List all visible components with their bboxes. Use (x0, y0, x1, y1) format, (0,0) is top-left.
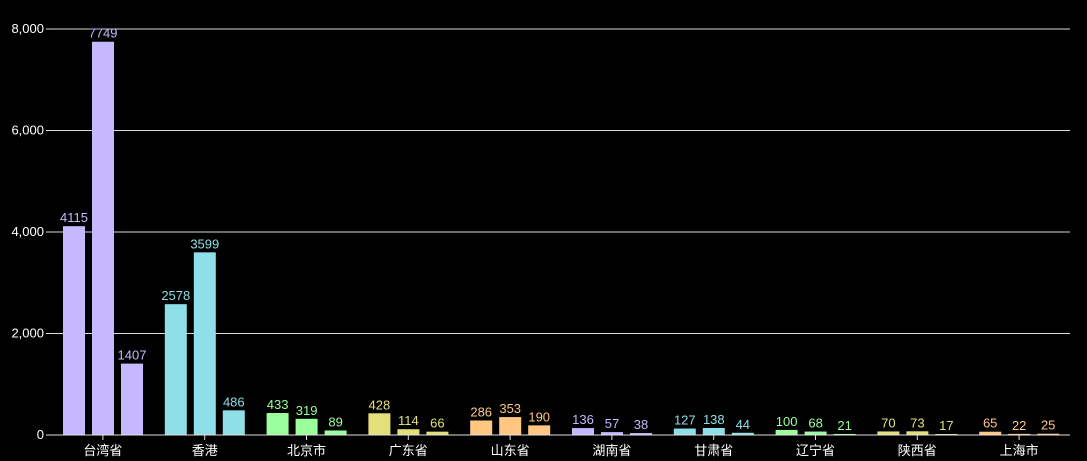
data-label: 7749 (89, 26, 118, 41)
y-tick-label: 8,000 (11, 21, 44, 36)
bar (324, 430, 347, 435)
y-axis: 0 2,000 4,000 6,000 8,000 (11, 21, 52, 442)
x-tick-label: 台湾省 (83, 443, 122, 459)
bar (775, 429, 798, 435)
bar (193, 252, 216, 435)
bar (397, 429, 420, 435)
data-label: 2578 (161, 288, 190, 303)
data-label: 38 (634, 417, 648, 432)
data-label: 89 (328, 414, 342, 429)
data-label: 17 (939, 418, 953, 433)
y-tick-label: 2,000 (11, 326, 44, 341)
bar (63, 226, 85, 435)
data-labels: 4115 7749 1407 2578 3599 486 433 319 89 428 114 66 2… (60, 26, 1055, 433)
bar (673, 428, 696, 435)
data-label: 3599 (190, 236, 219, 251)
data-label: 114 (398, 413, 419, 428)
bar (470, 420, 493, 435)
x-tick-label: 湖南省 (592, 443, 631, 459)
bar (266, 413, 289, 435)
bar (804, 431, 827, 435)
x-tick-label: 广东省 (389, 444, 428, 459)
bar (731, 432, 754, 435)
data-label: 428 (369, 397, 391, 412)
bar (121, 363, 143, 435)
bar (222, 410, 245, 435)
x-tick-label: 香港 (192, 444, 218, 459)
bar (877, 431, 900, 435)
x-tick-label: 辽宁省 (796, 443, 835, 459)
bar (601, 432, 623, 435)
bar (906, 431, 929, 435)
data-label: 136 (572, 412, 594, 427)
bar (572, 428, 594, 435)
bar (499, 417, 522, 435)
bar (528, 425, 551, 435)
data-label: 66 (430, 416, 444, 431)
data-label: 486 (223, 394, 245, 409)
data-label: 22 (1012, 418, 1026, 433)
bar (1037, 433, 1060, 435)
data-label: 127 (674, 413, 696, 428)
y-tick-label: 6,000 (11, 123, 44, 138)
data-label: 21 (837, 418, 851, 433)
data-label: 25 (1041, 418, 1055, 433)
bar (426, 431, 449, 435)
x-axis: 台湾省 香港 北京市 广东省 山东省 湖南省 甘肃省 辽宁省 陕西省 上海市 (52, 434, 1070, 459)
bar (92, 41, 114, 435)
bar (630, 433, 652, 435)
bar (702, 427, 725, 435)
x-tick-label: 陕西省 (898, 444, 937, 459)
bar (1008, 433, 1031, 435)
data-label: 4115 (60, 210, 88, 225)
data-label: 44 (736, 417, 750, 432)
data-label: 286 (470, 404, 492, 419)
data-label: 73 (910, 415, 924, 430)
data-label: 70 (881, 415, 895, 430)
bar (368, 413, 391, 435)
x-tick-label: 甘肃省 (694, 444, 733, 459)
x-tick-label: 山东省 (491, 444, 530, 459)
data-label: 68 (808, 416, 822, 431)
data-label: 353 (499, 401, 521, 416)
data-label: 57 (605, 416, 619, 431)
bars (63, 41, 1060, 435)
grid-lines (52, 28, 1070, 334)
x-tick-label: 上海市 (1000, 443, 1039, 459)
data-label: 190 (528, 409, 550, 424)
data-label: 100 (776, 414, 798, 429)
bar (979, 431, 1002, 435)
data-label: 433 (267, 397, 289, 412)
bar (295, 418, 318, 435)
data-label: 138 (703, 412, 725, 427)
bar (833, 433, 856, 435)
data-label: 319 (296, 403, 318, 418)
data-label: 1407 (118, 348, 147, 363)
y-tick-label: 0 (37, 427, 44, 442)
data-label: 65 (983, 416, 997, 431)
y-tick-label: 4,000 (11, 224, 44, 239)
bar (164, 304, 187, 435)
x-tick-label: 北京市 (287, 443, 326, 459)
